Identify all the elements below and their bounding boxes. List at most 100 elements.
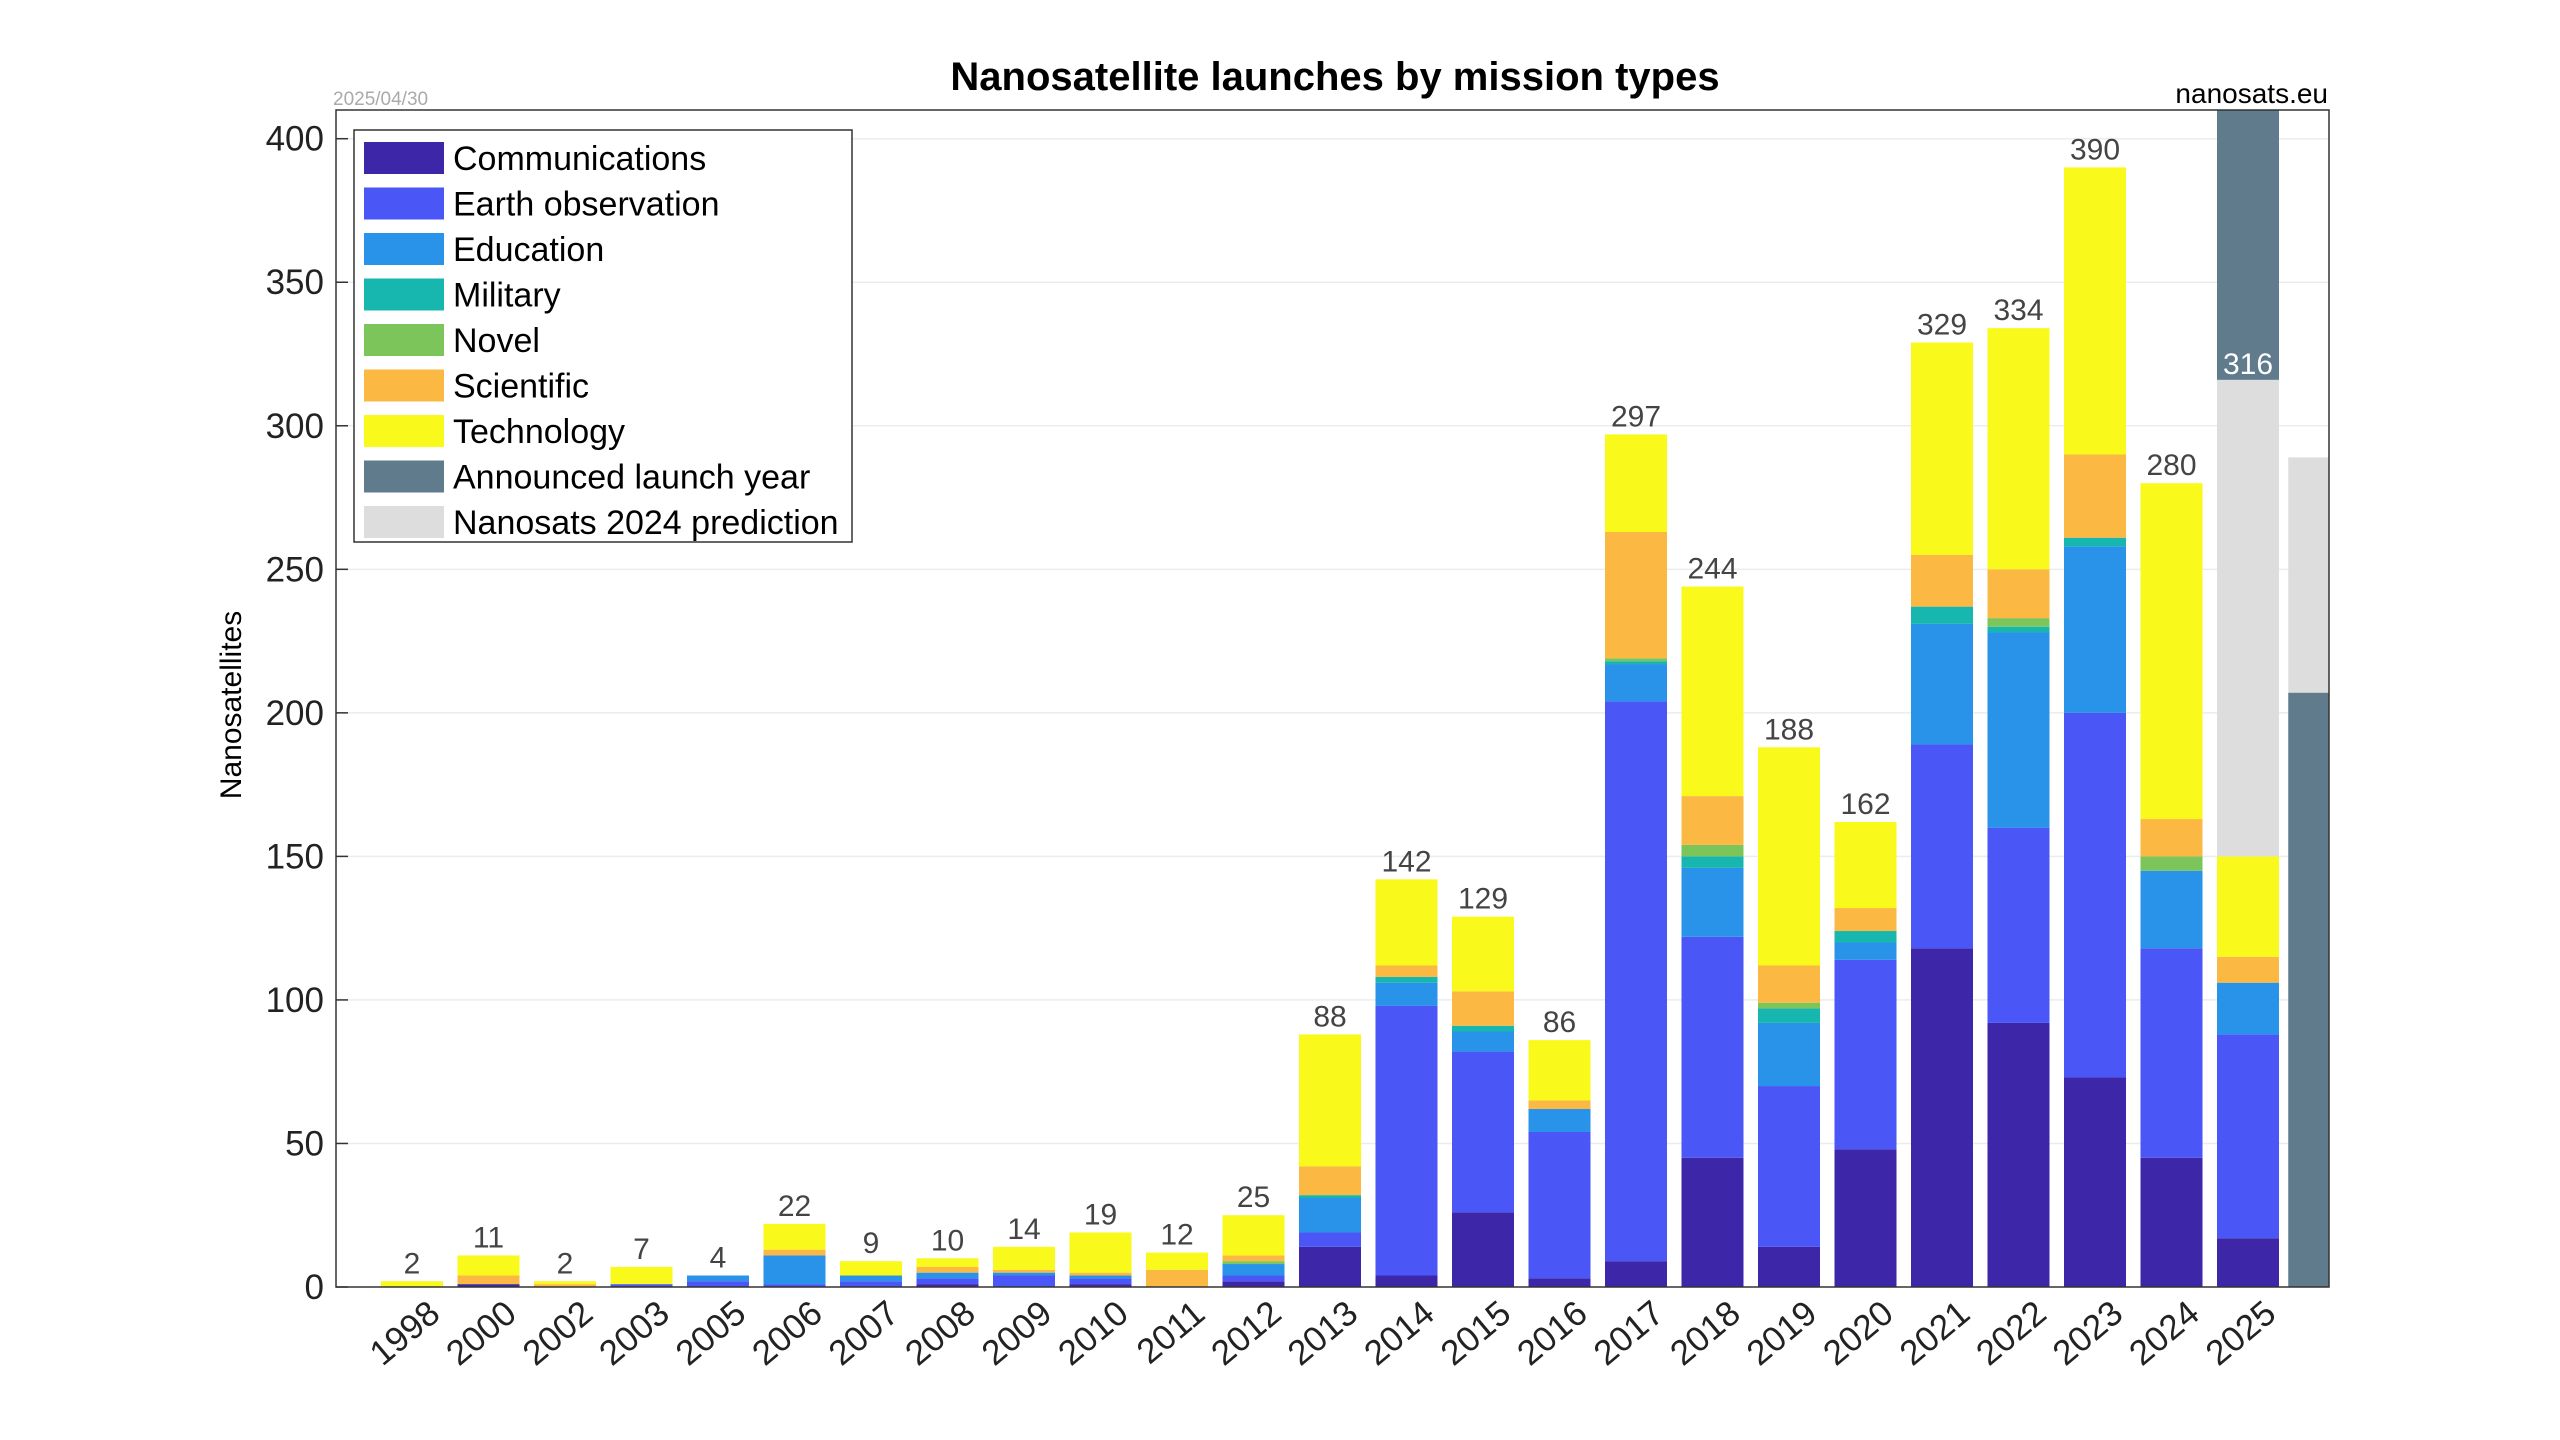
bar-segment [1605,701,1667,1262]
bar-segment [1605,661,1667,665]
bar-segment [1375,976,1438,983]
total-label: 2 [404,1247,421,1280]
total-label: 88 [1313,1000,1346,1033]
bar-segment [1987,569,2050,619]
bar-segment [2064,167,2126,455]
legend-swatch [364,369,444,402]
bar-segment [1911,342,1973,555]
y-tick-label: 300 [266,407,324,446]
chart-title: Nanosatellite launches by mission types [950,55,1719,99]
bar-segment [1452,1051,1514,1213]
total-label: 86 [1543,1006,1576,1039]
bar-segment [2217,982,2279,1035]
bar-segment [2217,1034,2279,1239]
bar-segment [993,1275,1055,1287]
bar-segment [1834,1149,1897,1287]
bar-segment [1299,1232,1361,1247]
bar-segment [381,1281,443,1287]
bar-segment [610,1284,673,1287]
bar-segment [916,1266,979,1273]
bar-segment [534,1281,596,1285]
bar-segment [1758,1002,1820,1009]
bar-segment [2140,948,2203,1158]
total-label: 329 [1917,309,1967,342]
bar-segment [993,1272,1055,1276]
total-label: 334 [1993,294,2043,327]
total-label: 11 [473,1221,504,1254]
bar-segment [687,1275,749,1282]
bar-segment [763,1223,826,1250]
bar-segment [1299,1166,1361,1196]
legend-swatch [364,460,444,493]
legend-label: Announced launch year [453,459,810,497]
bar-segment [1222,1281,1285,1287]
legend-label: Earth observation [453,186,720,224]
legend-swatch [364,506,444,538]
bar-segment [1834,942,1897,960]
total-label: 129 [1458,883,1508,916]
bar-segment [2064,537,2126,547]
bar-segment [1987,618,2050,627]
total-label: 2 [557,1247,574,1280]
bar-segment [1987,626,2050,633]
bar-segment [1758,1086,1820,1247]
bar-segment [1758,1008,1820,1023]
bar-segment [1146,1269,1208,1287]
bar-segment [763,1249,826,1256]
bar-segment [993,1246,1055,1270]
bar-segment [763,1284,826,1287]
y-ticks: 0 50 100 150 200 250 300 350 400 [266,120,348,1307]
total-label: 10 [931,1224,964,1257]
bar-segment [1528,1100,1591,1110]
legend-swatch [364,142,444,174]
bar-segment [534,1284,596,1287]
total-labels: 2 11 2 7 4 22 9 10 14 19 12 25 88 142 129 86 297 244 188 16… [404,133,2273,1280]
bar-segment [1069,1275,1132,1279]
extra-bar-announced [2288,692,2329,1287]
bar-segment [1987,632,2050,828]
bar-segment [1987,827,2050,1023]
bar-segment [2217,956,2279,983]
plot-frame [335,109,2330,1288]
legend: Communications Earth observation Education… [353,129,853,543]
total-label: 25 [1237,1181,1270,1214]
bar-segment [1834,931,1897,943]
legend-label: Scientific [453,368,589,406]
bar-segment [2217,856,2279,957]
bar-segment [1452,1025,1514,1032]
total-label: 22 [778,1190,811,1223]
bar-segment [1222,1255,1285,1262]
total-label: 9 [863,1227,880,1260]
bar-segment [763,1255,826,1285]
bar-segment [1987,328,2050,570]
total-label: 12 [1160,1219,1193,1252]
y-tick-label: 400 [266,120,324,159]
bar-segment [1222,1261,1285,1265]
legend-label: Military [453,277,561,315]
bar-segment [1681,586,1744,797]
bar-segment [1222,1275,1285,1282]
extra-bar-prediction [2288,457,2329,693]
bar-segment-prediction [2217,379,2279,857]
bar-segment [1834,821,1897,909]
bar-segment [1758,965,1820,1003]
bar-segment [1299,1198,1361,1233]
bar-segment [1758,747,1820,966]
bar-segment [916,1278,979,1285]
bar-segment [993,1269,1055,1273]
bar-segment [840,1261,902,1276]
bar-segment [1375,879,1438,966]
bar-segment [1452,1212,1514,1287]
bar-segment [1681,867,1744,937]
bar-segment [1911,554,1973,607]
bar-segment [1681,856,1744,868]
bar-segment [2064,712,2126,1078]
legend-label: Education [453,231,604,269]
bar-segment [457,1275,520,1285]
y-tick-label: 250 [266,550,324,589]
bars [381,110,2329,1287]
legend-swatch [364,415,444,447]
y-tick-label: 350 [266,263,324,302]
bar-segment [916,1284,979,1287]
